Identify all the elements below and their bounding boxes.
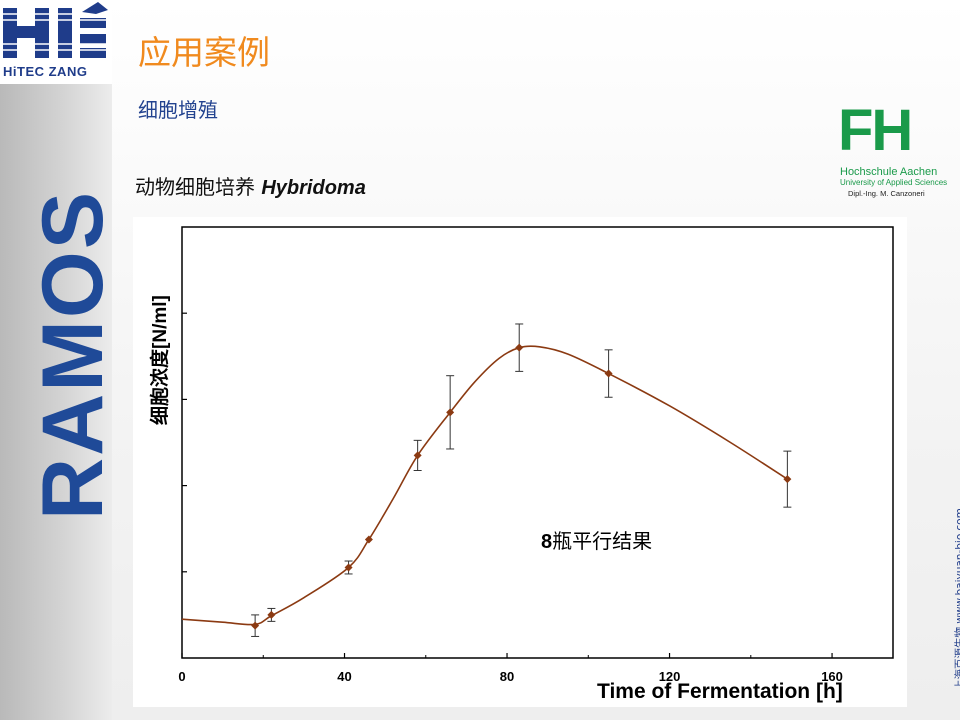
- y-axis-label: 细胞浓度[N/ml]: [145, 295, 172, 425]
- y-axis-label-cn: 细胞浓度: [150, 348, 171, 425]
- growth-chart: 0 40 80 120 160: [133, 217, 907, 707]
- annotation-number: 8: [541, 531, 553, 553]
- section-prefix: 动物细胞培养: [135, 175, 255, 199]
- y-axis-label-unit: [N/ml]: [150, 295, 171, 349]
- data-point: [783, 475, 792, 484]
- fh-aachen-logo: FH Hochschule Aachen University of Appli…: [838, 102, 948, 202]
- plot-frame: [181, 226, 894, 659]
- data-point: [267, 610, 276, 619]
- data-point: [413, 451, 422, 460]
- hitec-logo: HiTEC ZANG: [0, 0, 112, 84]
- data-point: [515, 343, 524, 352]
- replicate-annotation: 8瓶平行结果: [541, 525, 652, 554]
- section-species: Hybridoma: [261, 177, 366, 199]
- x-tick-label: 40: [337, 669, 351, 684]
- data-point: [364, 535, 373, 544]
- vertical-url: 上海百源生物 www.baiyuan-bio.com: [954, 508, 960, 690]
- page-subtitle: 细胞增殖: [138, 98, 218, 122]
- brand-sidebar: HiTEC ZANG RAMOS: [0, 0, 121, 720]
- fh-logo-line1: Hochschule Aachen: [840, 166, 938, 178]
- fh-logo-mark: FH: [838, 98, 913, 163]
- x-tick-label: 80: [500, 669, 514, 684]
- fh-logo-line3: Dipl.-Ing. M. Canzoneri: [848, 189, 925, 198]
- chart-svg: 0 40 80 120 160: [178, 226, 894, 684]
- data-point: [344, 563, 353, 572]
- x-axis-label: Time of Fermentation [h]: [597, 680, 843, 703]
- logo-text: HiTEC ZANG: [3, 64, 88, 79]
- data-point: [251, 621, 260, 630]
- hitec-logo-mark: [0, 2, 112, 58]
- data-point: [604, 369, 613, 378]
- x-tick-label: 120: [659, 669, 681, 684]
- x-tick-label: 160: [821, 669, 843, 684]
- annotation-text: 瓶平行结果: [552, 529, 653, 553]
- page-title: 应用案例: [138, 33, 270, 72]
- growth-curve: [181, 345, 788, 626]
- section-heading: 动物细胞培养 Hybridoma: [135, 171, 366, 200]
- ramos-brand-text: RAMOS: [25, 189, 121, 520]
- data-point: [446, 408, 455, 417]
- fh-logo-line2: University of Applied Sciences: [840, 178, 948, 187]
- x-tick-label: 0: [178, 669, 185, 684]
